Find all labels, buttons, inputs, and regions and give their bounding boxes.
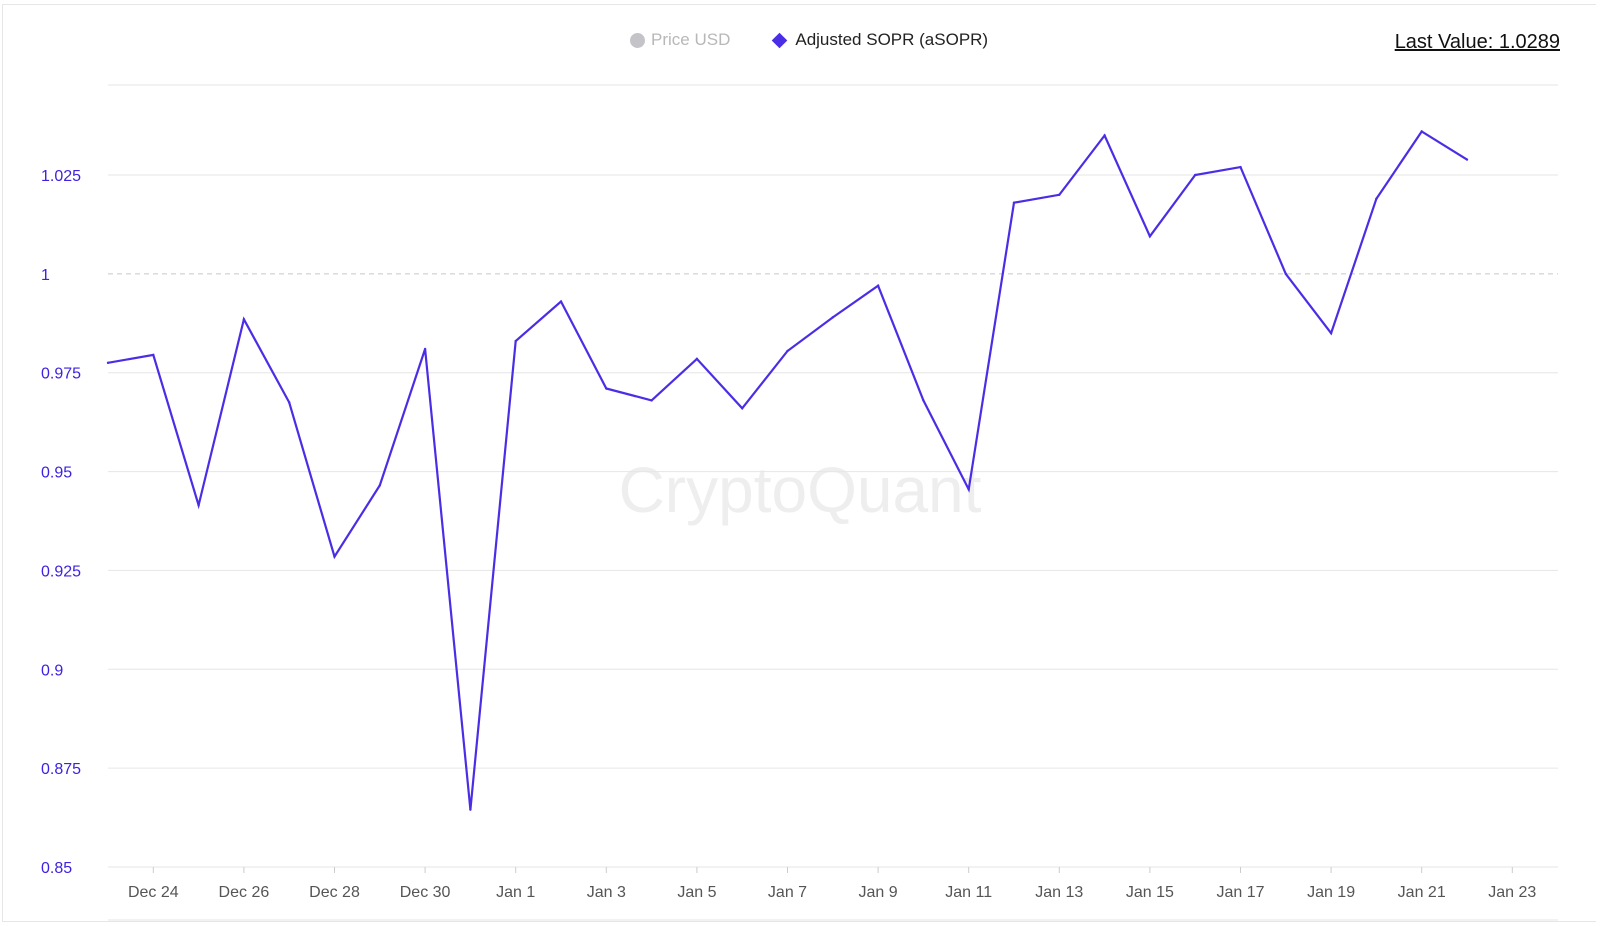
- data-point: [831, 316, 834, 319]
- watermark-text: CryptoQuant: [619, 454, 982, 526]
- y-tick-label: 0.9: [41, 662, 63, 679]
- y-axis: 0.85 0.875 0.9 0.925 0.95 0.975 1 1.025: [41, 168, 81, 877]
- x-tick-label: Jan 13: [1035, 884, 1083, 901]
- x-tick-label: Jan 7: [768, 884, 807, 901]
- x-tick-label: Jan 3: [587, 884, 626, 901]
- legend-label-price-usd: Price USD: [651, 30, 731, 49]
- data-point: [650, 399, 653, 402]
- data-point: [1058, 193, 1061, 196]
- data-point: [152, 353, 155, 357]
- data-point: [786, 349, 789, 353]
- y-tick-label: 0.975: [41, 366, 81, 383]
- legend: Price USD Adjusted SOPR (aSOPR): [630, 30, 988, 50]
- x-tick-label: Jan 17: [1216, 884, 1264, 901]
- legend-item-price-usd[interactable]: Price USD: [630, 30, 730, 50]
- data-point: [1103, 134, 1106, 137]
- x-tick-label: Jan 19: [1307, 884, 1355, 901]
- data-point: [514, 339, 517, 343]
- data-point: [967, 488, 970, 491]
- data-point: [1420, 130, 1423, 133]
- data-point: [378, 484, 381, 487]
- x-tick-label: Jan 9: [859, 884, 898, 901]
- data-point: [333, 555, 336, 558]
- x-tick-label: Jan 11: [945, 884, 992, 901]
- data-point: [197, 503, 200, 507]
- data-point: [1148, 235, 1152, 238]
- data-point: [423, 347, 427, 351]
- data-point: [1375, 197, 1378, 200]
- x-axis: Dec 24 Dec 26 Dec 28 Dec 30 Jan 1 Jan 3 Jan 5 J…: [108, 867, 1558, 921]
- x-tick-label: Jan 21: [1398, 884, 1446, 901]
- x-tick-label: Jan 1: [496, 884, 535, 901]
- data-point: [1329, 331, 1333, 335]
- x-tick-label: Dec 26: [219, 884, 270, 901]
- data-point: [1239, 165, 1242, 169]
- x-tick-label: Dec 28: [309, 884, 360, 901]
- grid: [108, 84, 1558, 868]
- data-point: [106, 361, 110, 365]
- legend-item-asopr[interactable]: Adjusted SOPR (aSOPR): [772, 30, 989, 50]
- last-value-link[interactable]: Last Value: 1.0289: [1394, 31, 1560, 53]
- y-tick-label: 0.95: [41, 465, 72, 482]
- data-point: [1012, 201, 1016, 204]
- data-point: [1194, 173, 1197, 177]
- y-tick-label: 0.875: [41, 761, 81, 778]
- data-point: [288, 401, 291, 404]
- data-point: [242, 318, 246, 321]
- data-point: [695, 357, 699, 361]
- x-tick-label: Dec 24: [128, 884, 179, 901]
- y-tick-label: 1.025: [41, 168, 81, 185]
- x-tick-label: Jan 15: [1126, 884, 1174, 901]
- series-group: [106, 130, 1469, 811]
- x-tick-label: Jan 5: [677, 884, 716, 901]
- legend-label-asopr: Adjusted SOPR (aSOPR): [795, 30, 989, 49]
- data-point: [605, 387, 608, 390]
- data-point: [1284, 272, 1288, 276]
- x-tick-label: Jan 23: [1488, 884, 1536, 901]
- y-tick-label: 1: [41, 267, 50, 284]
- x-tick-label: Dec 30: [400, 884, 451, 901]
- circle-icon: [630, 32, 645, 48]
- data-point: [469, 808, 472, 811]
- y-tick-label: 0.85: [41, 860, 72, 877]
- data-point: [876, 284, 880, 287]
- data-point: [559, 300, 563, 303]
- y-tick-label: 0.925: [41, 563, 81, 580]
- data-point: [741, 407, 744, 410]
- chart-frame: [2, 4, 1596, 922]
- data-point: [922, 399, 925, 402]
- data-point: [1465, 158, 1469, 161]
